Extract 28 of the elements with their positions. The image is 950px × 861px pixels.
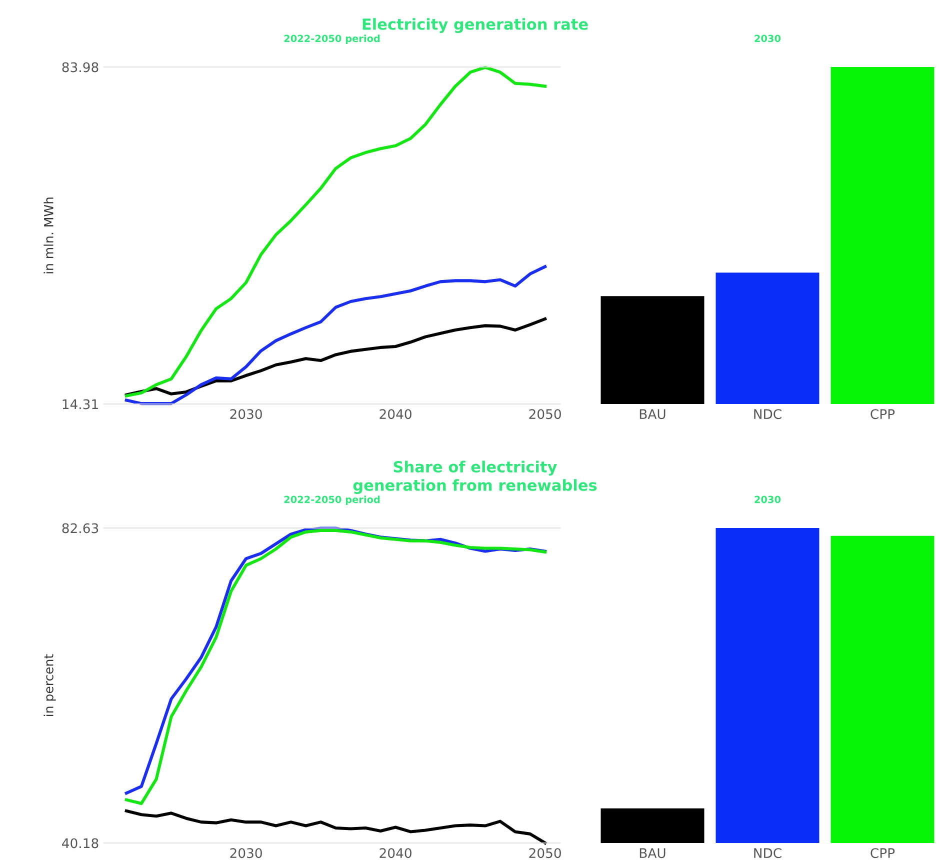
line-series	[124, 265, 547, 406]
chart-title: Share of electricity generation from renewables	[353, 460, 597, 494]
y-axis-title: in mln. MWh	[44, 198, 54, 274]
x-tick-label: CPP	[870, 848, 895, 858]
x-tick-label: 2040	[380, 409, 412, 420]
y-tick-label: 83.98	[62, 62, 98, 72]
chart-subtitle: 2022-2050 period	[284, 34, 380, 44]
x-tick-label: 2030	[230, 848, 262, 858]
y-tick-label: 82.63	[62, 523, 98, 534]
line-series	[124, 809, 547, 844]
chart-subtitle: 2030	[754, 34, 781, 42]
x-tick-label: NDC	[754, 848, 782, 858]
y-axis-title: in percent	[44, 654, 56, 716]
line-series	[124, 66, 547, 398]
x-tick-label: BAU	[640, 848, 666, 858]
x-tick-label: 2030	[230, 409, 262, 420]
x-tick-label: CPP	[870, 409, 895, 420]
x-tick-label: BAU	[640, 409, 666, 420]
chart-title: Electricity generation rate	[362, 18, 588, 33]
x-tick-label: 2050	[529, 409, 561, 420]
line-series	[124, 317, 547, 396]
y-tick-label: 40.18	[62, 838, 98, 848]
chart-subtitle: 2030	[754, 496, 781, 504]
x-tick-label: 2050	[529, 848, 561, 858]
y-tick-label: 14.31	[62, 399, 98, 410]
chart-subtitle: 2022-2050 period	[284, 496, 380, 506]
x-tick-label: NDC	[754, 409, 782, 420]
x-tick-label: 2040	[380, 848, 412, 858]
